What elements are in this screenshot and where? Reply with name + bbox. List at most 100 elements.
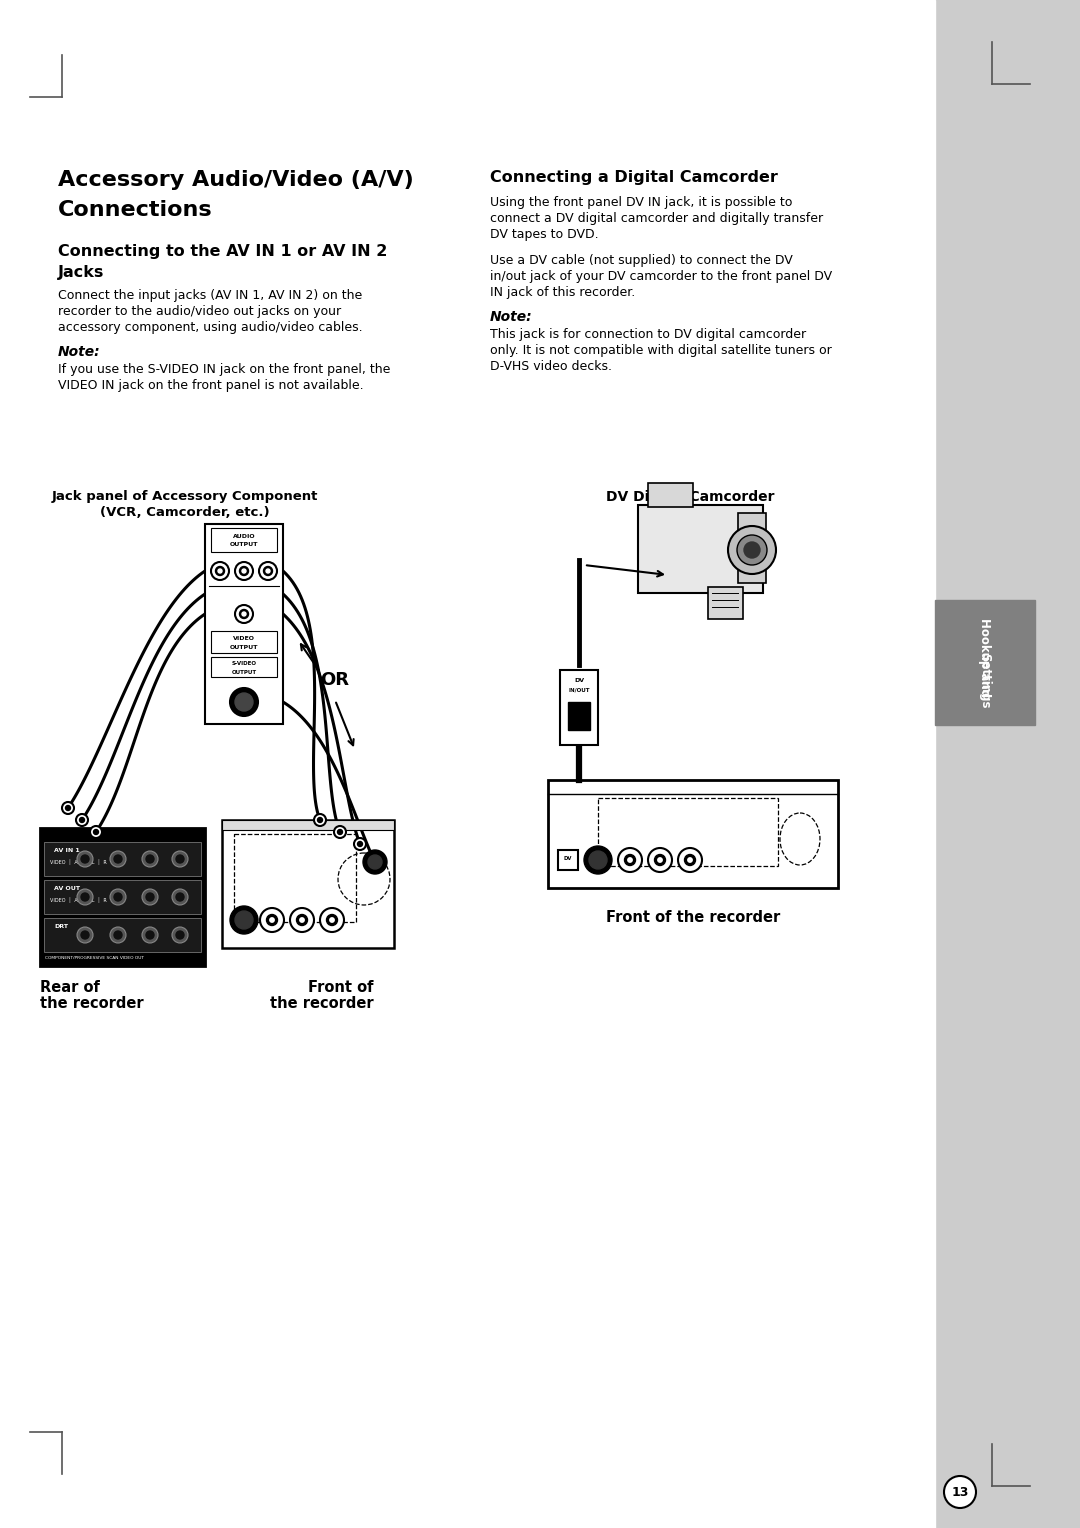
Circle shape — [264, 567, 272, 576]
Circle shape — [363, 850, 387, 874]
Bar — [205, 524, 283, 724]
Bar — [548, 779, 838, 888]
Circle shape — [744, 542, 760, 558]
Text: Front of: Front of — [309, 979, 374, 995]
Bar — [568, 701, 590, 730]
Circle shape — [654, 854, 665, 865]
Circle shape — [584, 847, 612, 874]
Text: AUDIO: AUDIO — [232, 533, 255, 539]
Circle shape — [77, 851, 93, 866]
Bar — [40, 828, 205, 966]
Text: Connecting to the AV IN 1 or AV IN 2: Connecting to the AV IN 1 or AV IN 2 — [58, 244, 388, 260]
Text: OUTPUT: OUTPUT — [230, 645, 258, 649]
Circle shape — [176, 931, 184, 940]
Circle shape — [141, 851, 158, 866]
Circle shape — [944, 1476, 976, 1508]
Text: Using the front panel DV IN jack, it is possible to: Using the front panel DV IN jack, it is … — [490, 196, 793, 209]
Circle shape — [624, 854, 635, 865]
Circle shape — [218, 568, 222, 573]
Text: only. It is not compatible with digital satellite tuners or: only. It is not compatible with digital … — [490, 344, 832, 358]
Text: recorder to the audio/video out jacks on your: recorder to the audio/video out jacks on… — [58, 306, 341, 318]
Text: Rear of: Rear of — [40, 979, 99, 995]
Text: VIDEO  │  AUDIO L  │  R: VIDEO │ AUDIO L │ R — [50, 859, 107, 865]
Text: Note:: Note: — [490, 310, 532, 324]
Circle shape — [354, 837, 366, 850]
Circle shape — [172, 927, 188, 943]
Circle shape — [146, 931, 154, 940]
Text: the recorder: the recorder — [40, 996, 144, 1012]
Circle shape — [737, 535, 767, 565]
Bar — [638, 504, 762, 593]
Circle shape — [242, 613, 246, 616]
Text: the recorder: the recorder — [270, 996, 374, 1012]
Text: Use a DV cable (not supplied) to connect the DV: Use a DV cable (not supplied) to connect… — [490, 254, 793, 267]
Bar — [44, 880, 201, 914]
Text: This jack is for connection to DV digital camcorder: This jack is for connection to DV digita… — [490, 329, 806, 341]
Bar — [0, 0, 935, 1528]
Text: COMPONENT/PROGRESSIVE SCAN VIDEO OUT: COMPONENT/PROGRESSIVE SCAN VIDEO OUT — [45, 957, 144, 960]
Circle shape — [176, 856, 184, 863]
Circle shape — [326, 914, 337, 926]
Text: Front of the recorder: Front of the recorder — [606, 911, 780, 924]
Circle shape — [320, 908, 345, 932]
Circle shape — [329, 918, 334, 923]
Text: AV OUT: AV OUT — [54, 886, 80, 891]
Text: OR: OR — [320, 671, 349, 689]
Circle shape — [81, 931, 89, 940]
Circle shape — [266, 568, 270, 573]
Circle shape — [267, 914, 278, 926]
Bar — [222, 821, 394, 830]
Circle shape — [230, 688, 258, 717]
Circle shape — [242, 568, 246, 573]
Circle shape — [627, 857, 632, 862]
Circle shape — [81, 892, 89, 902]
Circle shape — [235, 562, 253, 581]
Circle shape — [648, 848, 672, 872]
Circle shape — [141, 927, 158, 943]
Circle shape — [110, 927, 126, 943]
Bar — [222, 821, 394, 947]
Circle shape — [141, 889, 158, 905]
Circle shape — [81, 856, 89, 863]
Text: Hookup and: Hookup and — [978, 617, 991, 697]
Circle shape — [146, 856, 154, 863]
Bar — [598, 798, 778, 866]
Circle shape — [76, 814, 87, 827]
Circle shape — [235, 694, 253, 711]
Circle shape — [357, 842, 363, 847]
Text: Jacks: Jacks — [58, 264, 105, 280]
Text: IN jack of this recorder.: IN jack of this recorder. — [490, 286, 635, 299]
Text: Connections: Connections — [58, 200, 213, 220]
Text: DV: DV — [573, 678, 584, 683]
Text: Settings: Settings — [978, 652, 991, 709]
Circle shape — [235, 911, 253, 929]
Circle shape — [259, 562, 276, 581]
Circle shape — [176, 892, 184, 902]
Bar — [44, 918, 201, 952]
Text: DV: DV — [564, 856, 572, 860]
Circle shape — [80, 817, 84, 822]
Circle shape — [297, 914, 308, 926]
Circle shape — [94, 830, 98, 834]
Circle shape — [235, 605, 253, 623]
Circle shape — [618, 848, 642, 872]
Text: in/out jack of your DV camcorder to the front panel DV: in/out jack of your DV camcorder to the … — [490, 270, 832, 283]
Circle shape — [728, 526, 777, 575]
Bar — [648, 483, 693, 507]
Circle shape — [146, 892, 154, 902]
Text: DRT: DRT — [54, 924, 68, 929]
Circle shape — [318, 817, 323, 822]
Circle shape — [300, 918, 305, 923]
Text: VIDEO IN jack on the front panel is not available.: VIDEO IN jack on the front panel is not … — [58, 379, 364, 393]
Text: Accessory Audio/Video (A/V): Accessory Audio/Video (A/V) — [58, 170, 414, 189]
Circle shape — [291, 908, 314, 932]
Bar — [234, 834, 356, 921]
Circle shape — [260, 908, 284, 932]
Text: (VCR, Camcorder, etc.): (VCR, Camcorder, etc.) — [100, 506, 270, 520]
Circle shape — [240, 567, 248, 576]
Circle shape — [216, 567, 225, 576]
Circle shape — [77, 889, 93, 905]
Text: accessory component, using audio/video cables.: accessory component, using audio/video c… — [58, 321, 363, 335]
Text: OUTPUT: OUTPUT — [230, 542, 258, 547]
Text: AV IN 1: AV IN 1 — [54, 848, 80, 853]
